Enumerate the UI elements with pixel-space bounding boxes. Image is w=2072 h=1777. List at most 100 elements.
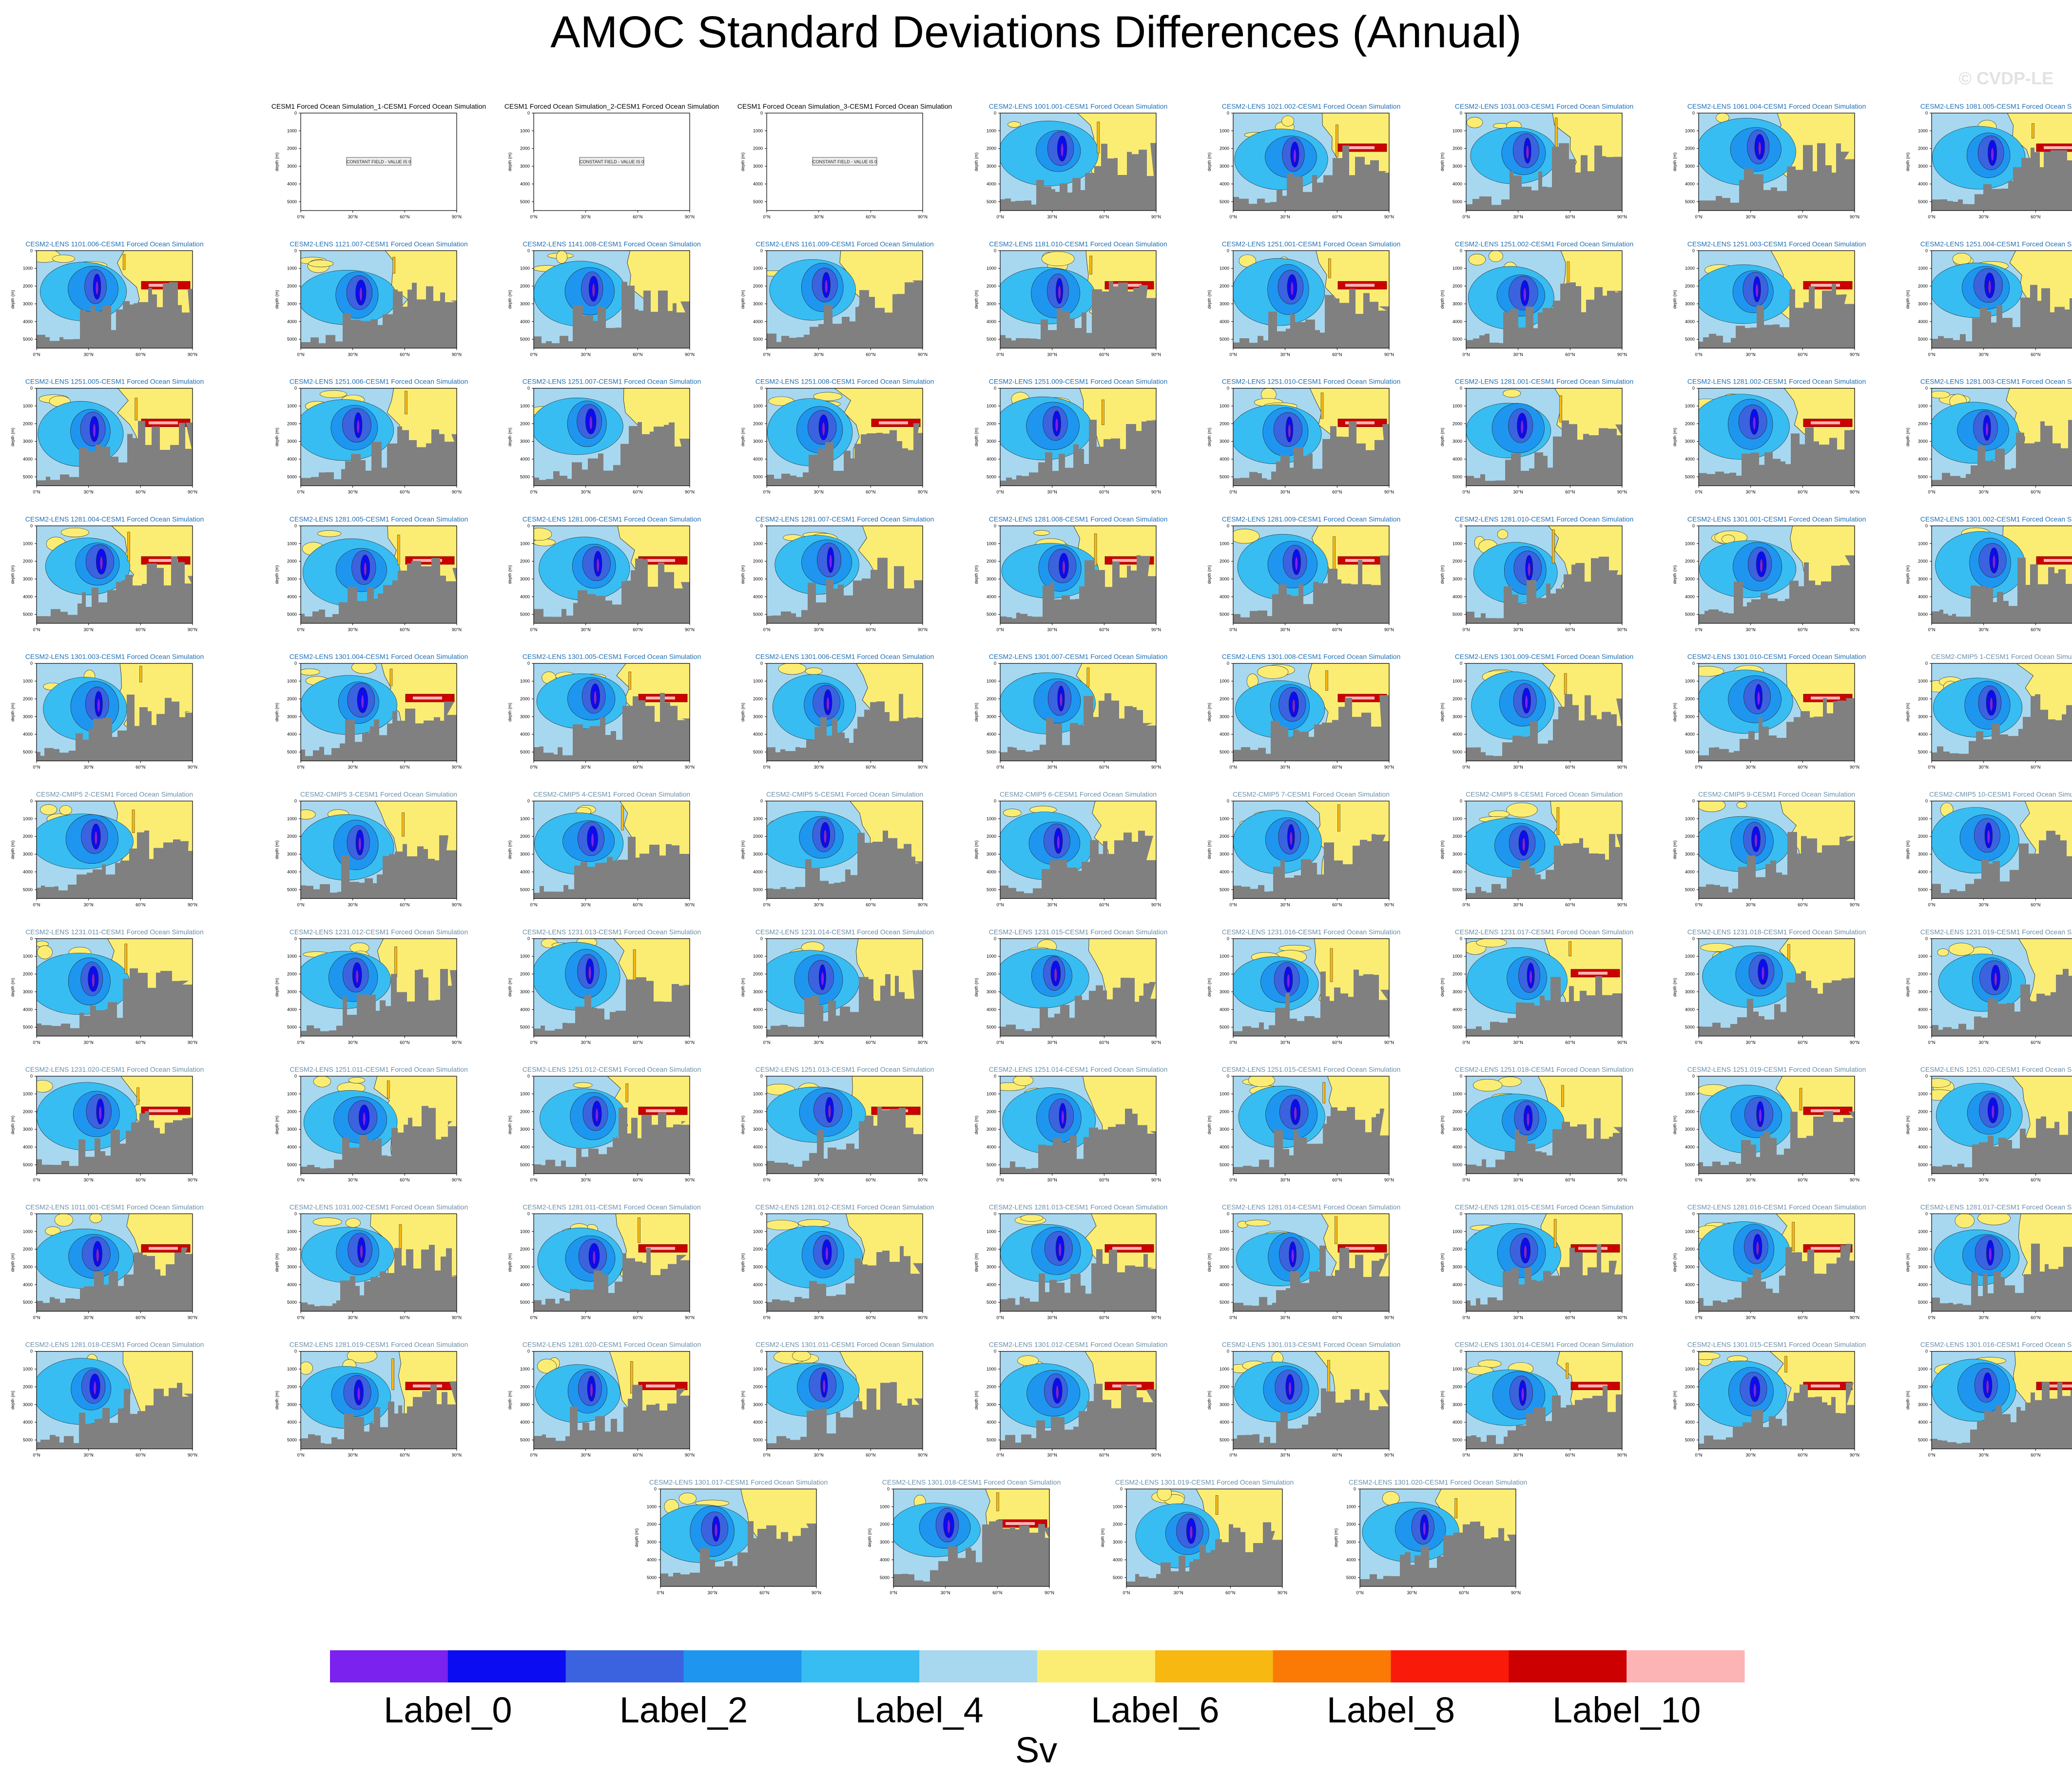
plot-frame [1466, 113, 1623, 211]
positive-patch [1041, 251, 1075, 267]
x-tick-label: 0°N [1229, 214, 1237, 219]
x-tick-label: 90°N [918, 490, 928, 495]
y-tick-label: 3000 [753, 164, 763, 169]
x-tick-label: 30°N [814, 214, 824, 219]
plot-frame [766, 387, 923, 486]
y-axis-label: depth (m) [1207, 427, 1212, 446]
x-tick-label: 0°N [763, 352, 770, 357]
y-tick-label: 5000 [1918, 474, 1928, 479]
x-tick-label: 60°N [1099, 214, 1109, 219]
high-variance-core [1345, 146, 1375, 149]
y-tick-label: 0 [994, 111, 996, 116]
positive-patch [320, 390, 347, 398]
x-tick-label: 0°N [1462, 490, 1470, 495]
panel-title: CESM2-LENS 1181.010-CESM1 Forced Ocean S… [989, 240, 1167, 248]
panel-title: CESM2-LENS 1001.001-CESM1 Forced Ocean S… [989, 102, 1168, 110]
bathymetry-mask [767, 280, 923, 348]
plot-frame [300, 525, 457, 624]
amoc-panel: CESM2-LENS 1251.006-CESM1 Forced Ocean S… [274, 378, 468, 495]
negative-peak [1752, 416, 1756, 430]
x-tick-label: 60°N [1099, 352, 1109, 357]
y-tick-label: 0 [527, 111, 530, 116]
x-tick-label: 30°N [1513, 214, 1523, 219]
x-tick-label: 30°N [348, 352, 358, 357]
plot-frame [533, 387, 690, 486]
x-tick-label: 30°N [814, 490, 824, 495]
y-tick-label: 3000 [520, 301, 530, 306]
bathymetry-mask [1699, 427, 1855, 486]
bathymetry-mask [1466, 282, 1622, 348]
x-tick-label: 60°N [1332, 214, 1342, 219]
plot-area: CONSTANT FIELD - VALUE IS 0 [767, 113, 923, 211]
y-tick-label: 0 [760, 386, 763, 391]
plot-area [1000, 251, 1156, 348]
colorbar-label: Label_0 [384, 1690, 512, 1730]
bathymetry-mask [1233, 422, 1389, 486]
x-tick-label: 0°N [33, 490, 40, 495]
panel-title: CESM2-LENS 1251.003-CESM1 Forced Ocean S… [1687, 240, 1866, 248]
panel-title: CESM1 Forced Ocean Simulation_3-CESM1 Fo… [737, 102, 952, 110]
negative-peak [589, 416, 593, 430]
x-tick-label: 30°N [1513, 490, 1523, 495]
y-tick-label: 0 [527, 523, 530, 528]
y-tick-label: 3000 [1685, 301, 1695, 306]
bathymetry-mask [1233, 289, 1389, 348]
x-tick-label: 30°N [1746, 352, 1756, 357]
y-axis-label: depth (m) [274, 290, 279, 309]
y-tick-label: 4000 [287, 594, 297, 599]
x-tick-label: 60°N [400, 352, 409, 357]
page-title: AMOC Standard Deviations Differences (An… [550, 7, 1522, 57]
plot-area [1466, 113, 1622, 211]
y-axis-label: depth (m) [1672, 427, 1677, 446]
y-tick-label: 3000 [1918, 301, 1928, 306]
x-tick-label: 60°N [136, 490, 145, 495]
y-tick-label: 2000 [1452, 284, 1462, 289]
y-tick-label: 5000 [520, 199, 530, 204]
y-axis-label: depth (m) [1905, 153, 1910, 172]
y-tick-label: 1000 [1685, 128, 1695, 133]
y-tick-label: 2000 [1220, 421, 1229, 426]
y-tick-label: 0 [294, 248, 297, 253]
x-tick-label: 90°N [685, 214, 695, 219]
constant-field-box [579, 157, 644, 166]
high-variance-core [149, 421, 178, 425]
x-tick-label: 30°N [814, 352, 824, 357]
y-tick-label: 4000 [520, 319, 530, 324]
x-tick-label: 30°N [1979, 490, 1989, 495]
y-axis-label: depth (m) [507, 153, 512, 172]
panel-title: CESM2-LENS 1251.005-CESM1 Forced Ocean S… [25, 378, 204, 386]
x-tick-label: 60°N [633, 490, 642, 495]
positive-streak [1089, 255, 1092, 275]
negative-peak [822, 422, 825, 436]
amoc-panel: CESM2-LENS 1251.009-CESM1 Forced Ocean S… [974, 378, 1167, 495]
x-tick-label: 60°N [1332, 490, 1342, 495]
x-tick-label: 0°N [1462, 352, 1470, 357]
positive-streak [397, 535, 400, 565]
panel-title: CESM2-LENS 1081.005-CESM1 Forced Ocean S… [1920, 102, 2072, 110]
plot-frame [300, 250, 457, 348]
high-variance-core [1811, 421, 1840, 425]
bathymetry-mask [1699, 283, 1855, 348]
colorbar-swatch [919, 1650, 1038, 1682]
panel-title: CESM2-LENS 1031.003-CESM1 Forced Ocean S… [1455, 102, 1634, 110]
x-tick-label: 30°N [1047, 214, 1057, 219]
watermark: © CVDP-LE [1958, 68, 2053, 88]
x-tick-label: 90°N [1384, 214, 1394, 219]
amoc-panel: CESM2-LENS 1281.001-CESM1 Forced Ocean S… [1440, 378, 1633, 495]
amoc-panel: CESM2-LENS 1031.003-CESM1 Forced Ocean S… [1440, 102, 1633, 219]
y-tick-label: 0 [994, 386, 996, 391]
y-tick-label: 2000 [1220, 146, 1229, 151]
y-tick-label: 2000 [987, 146, 996, 151]
plot-area [301, 525, 457, 623]
y-tick-label: 2000 [287, 559, 297, 564]
x-tick-label: 0°N [1229, 490, 1237, 495]
positive-streak [122, 254, 126, 270]
bathymetry-mask [1000, 281, 1156, 348]
negative-peak [1755, 284, 1759, 298]
negative-peak [1523, 287, 1527, 302]
amoc-panel: CESM2-LENS 1251.004-CESM1 Forced Ocean S… [1905, 240, 2072, 357]
y-tick-label: 1000 [753, 128, 763, 133]
y-tick-label: 2000 [287, 284, 297, 289]
panel-title: CESM2-LENS 1251.002-CESM1 Forced Ocean S… [1455, 240, 1634, 248]
